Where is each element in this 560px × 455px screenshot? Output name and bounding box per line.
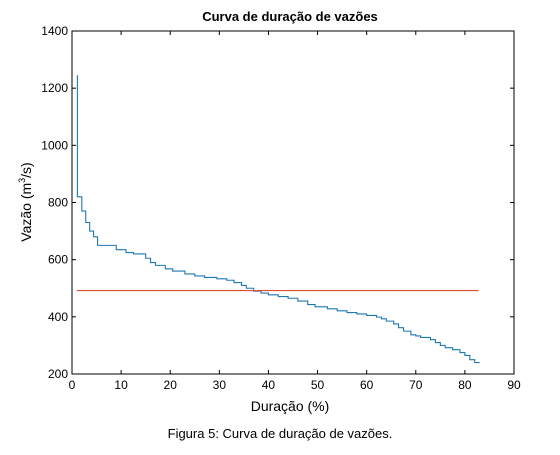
chart-title: Curva de duração de vazões [202,9,378,24]
x-tick-label: 60 [360,378,374,392]
y-axis-label-main: Vazão (m [18,183,34,242]
y-axis-label-tail: /s) [18,162,34,178]
x-axis-label: Duração (%) [251,398,330,414]
x-tick-label: 80 [458,378,472,392]
x-tick-label: 30 [213,378,227,392]
y-tick-label: 400 [48,310,68,324]
x-tick-label: 50 [311,378,325,392]
y-axis-label-superscript: 3 [17,178,27,183]
x-tick-label: 20 [164,378,178,392]
flow-duration-curve [76,75,480,364]
x-tick-label: 40 [262,378,276,392]
x-tick-label: 10 [114,378,128,392]
y-tick-label: 800 [48,196,68,210]
axis-ticks: 0 10 20 30 40 50 60 70 80 90 200 400 600 800 1000 1200 1… [41,24,521,392]
x-tick-label: 0 [69,378,76,392]
y-tick-label: 200 [48,367,68,381]
x-tick-label: 90 [507,378,521,392]
x-tick-label: 70 [409,378,423,392]
figure-caption: Figura 5: Curva de duração de vazões. [167,426,393,441]
y-tick-label: 1200 [41,81,68,95]
y-tick-label: 1000 [41,138,68,152]
series-layer [76,75,480,364]
y-axis-label: Vazão (m3/s) [17,162,34,241]
y-tick-label: 600 [48,253,68,267]
y-tick-label: 1400 [41,24,68,38]
